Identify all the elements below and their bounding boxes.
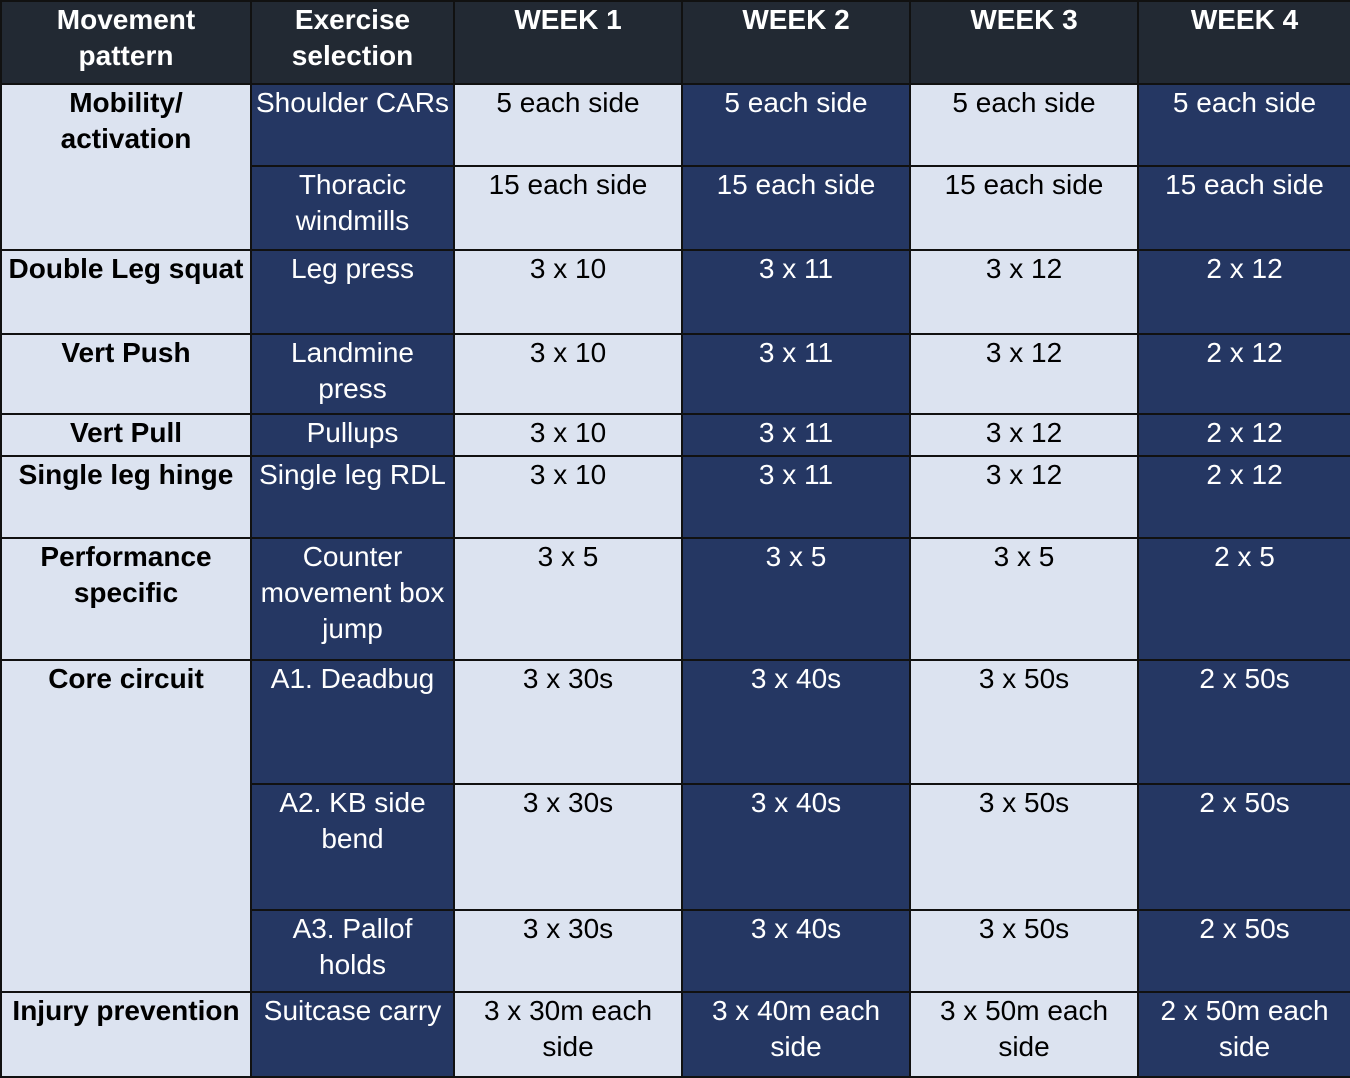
week-3-cell: 3 x 12 bbox=[910, 456, 1138, 538]
week-4-cell: 2 x 50s bbox=[1138, 660, 1350, 784]
table-row: Injury prevention Suitcase carry 3 x 30m… bbox=[1, 992, 1350, 1077]
movement-pattern-cell: Mobility/ activation bbox=[1, 84, 251, 250]
week-4-cell: 2 x 12 bbox=[1138, 250, 1350, 334]
week-1-cell: 3 x 10 bbox=[454, 456, 682, 538]
table-row: Vert Push Landmine press 3 x 10 3 x 11 3… bbox=[1, 334, 1350, 414]
movement-pattern-cell: Single leg hinge bbox=[1, 456, 251, 538]
exercise-cell: Shoulder CARs bbox=[251, 84, 454, 166]
header-week-2: WEEK 2 bbox=[682, 1, 910, 84]
exercise-cell: Leg press bbox=[251, 250, 454, 334]
header-exercise-selection: Exercise selection bbox=[251, 1, 454, 84]
exercise-cell: A3. Pallof holds bbox=[251, 910, 454, 992]
week-2-cell: 3 x 40m each side bbox=[682, 992, 910, 1077]
exercise-cell: Thoracic windmills bbox=[251, 166, 454, 250]
exercise-cell: Landmine press bbox=[251, 334, 454, 414]
header-week-3: WEEK 3 bbox=[910, 1, 1138, 84]
exercise-cell: Suitcase carry bbox=[251, 992, 454, 1077]
week-2-cell: 3 x 11 bbox=[682, 456, 910, 538]
week-3-cell: 3 x 50m each side bbox=[910, 992, 1138, 1077]
table-row: Double Leg squat Leg press 3 x 10 3 x 11… bbox=[1, 250, 1350, 334]
exercise-cell: Single leg RDL bbox=[251, 456, 454, 538]
week-3-cell: 15 each side bbox=[910, 166, 1138, 250]
week-3-cell: 5 each side bbox=[910, 84, 1138, 166]
week-2-cell: 3 x 11 bbox=[682, 250, 910, 334]
header-week-4: WEEK 4 bbox=[1138, 1, 1350, 84]
week-1-cell: 5 each side bbox=[454, 84, 682, 166]
week-1-cell: 3 x 5 bbox=[454, 538, 682, 660]
week-1-cell: 3 x 10 bbox=[454, 414, 682, 456]
week-1-cell: 3 x 30s bbox=[454, 910, 682, 992]
header-movement-pattern: Movement pattern bbox=[1, 1, 251, 84]
week-1-cell: 3 x 30s bbox=[454, 660, 682, 784]
week-2-cell: 3 x 40s bbox=[682, 910, 910, 992]
header-row: Movement pattern Exercise selection WEEK… bbox=[1, 1, 1350, 84]
week-3-cell: 3 x 12 bbox=[910, 414, 1138, 456]
movement-pattern-cell: Vert Pull bbox=[1, 414, 251, 456]
week-3-cell: 3 x 50s bbox=[910, 660, 1138, 784]
week-4-cell: 2 x 50m each side bbox=[1138, 992, 1350, 1077]
week-3-cell: 3 x 5 bbox=[910, 538, 1138, 660]
week-1-cell: 3 x 10 bbox=[454, 250, 682, 334]
week-2-cell: 5 each side bbox=[682, 84, 910, 166]
week-4-cell: 2 x 50s bbox=[1138, 910, 1350, 992]
week-4-cell: 15 each side bbox=[1138, 166, 1350, 250]
movement-pattern-cell: Injury prevention bbox=[1, 992, 251, 1077]
week-2-cell: 15 each side bbox=[682, 166, 910, 250]
week-1-cell: 3 x 30s bbox=[454, 784, 682, 910]
week-4-cell: 5 each side bbox=[1138, 84, 1350, 166]
movement-pattern-cell: Performance specific bbox=[1, 538, 251, 660]
week-2-cell: 3 x 5 bbox=[682, 538, 910, 660]
movement-pattern-cell: Core circuit bbox=[1, 660, 251, 992]
exercise-cell: A2. KB side bend bbox=[251, 784, 454, 910]
exercise-cell: A1. Deadbug bbox=[251, 660, 454, 784]
week-1-cell: 3 x 30m each side bbox=[454, 992, 682, 1077]
table-row: Mobility/ activation Shoulder CARs 5 eac… bbox=[1, 84, 1350, 166]
week-3-cell: 3 x 50s bbox=[910, 910, 1138, 992]
week-4-cell: 2 x 12 bbox=[1138, 456, 1350, 538]
week-4-cell: 2 x 5 bbox=[1138, 538, 1350, 660]
week-4-cell: 2 x 50s bbox=[1138, 784, 1350, 910]
movement-pattern-cell: Double Leg squat bbox=[1, 250, 251, 334]
week-1-cell: 15 each side bbox=[454, 166, 682, 250]
header-week-1: WEEK 1 bbox=[454, 1, 682, 84]
table-row: Core circuit A1. Deadbug 3 x 30s 3 x 40s… bbox=[1, 660, 1350, 784]
table-row: Performance specific Counter movement bo… bbox=[1, 538, 1350, 660]
week-3-cell: 3 x 50s bbox=[910, 784, 1138, 910]
table-row: Vert Pull Pullups 3 x 10 3 x 11 3 x 12 2… bbox=[1, 414, 1350, 456]
week-2-cell: 3 x 11 bbox=[682, 414, 910, 456]
week-4-cell: 2 x 12 bbox=[1138, 414, 1350, 456]
table-row: Single leg hinge Single leg RDL 3 x 10 3… bbox=[1, 456, 1350, 538]
week-2-cell: 3 x 40s bbox=[682, 784, 910, 910]
week-2-cell: 3 x 11 bbox=[682, 334, 910, 414]
week-1-cell: 3 x 10 bbox=[454, 334, 682, 414]
exercise-cell: Pullups bbox=[251, 414, 454, 456]
movement-pattern-cell: Vert Push bbox=[1, 334, 251, 414]
exercise-cell: Counter movement box jump bbox=[251, 538, 454, 660]
week-4-cell: 2 x 12 bbox=[1138, 334, 1350, 414]
week-3-cell: 3 x 12 bbox=[910, 250, 1138, 334]
week-3-cell: 3 x 12 bbox=[910, 334, 1138, 414]
week-2-cell: 3 x 40s bbox=[682, 660, 910, 784]
